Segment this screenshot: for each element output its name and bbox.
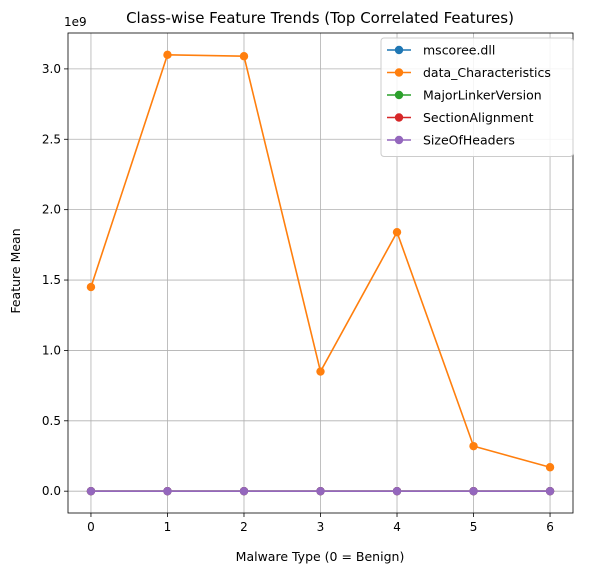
legend-label: MajorLinkerVersion (423, 88, 542, 103)
y-tick-label: 1.5 (42, 273, 61, 287)
x-tick-label: 4 (393, 520, 401, 534)
ticks: 0 1 2 3 4 5 6 0.0 0.5 1.0 1.5 2.0 2.5 3.0 (42, 62, 554, 534)
data-point (545, 463, 555, 472)
data-point (392, 486, 402, 496)
data-point (469, 441, 478, 451)
data-point (163, 486, 172, 496)
data-point (392, 227, 402, 237)
y-tick-label: 2.0 (42, 203, 61, 217)
x-tick-label: 2 (240, 520, 248, 534)
series-1 (86, 50, 555, 472)
legend-swatch-marker (394, 135, 404, 145)
data-point (86, 486, 96, 496)
data-point (316, 367, 325, 376)
legend-swatch-marker (394, 68, 404, 77)
legend-item: MajorLinkerVersion (387, 88, 542, 103)
legend-item: SizeOfHeaders (387, 133, 515, 148)
data-point (316, 486, 325, 496)
data-point (239, 486, 249, 496)
x-tick-label: 0 (87, 520, 95, 534)
y-tick-label: 0.5 (42, 414, 61, 428)
x-tick-label: 6 (546, 520, 554, 534)
legend-item: mscoree.dll (387, 43, 495, 58)
y-tick-label: 0.0 (42, 484, 61, 498)
series-4 (86, 486, 555, 496)
legend: mscoree.dll data_Characteristics MajorLink… (380, 37, 574, 157)
data-point (163, 50, 172, 60)
legend-box (380, 37, 574, 157)
data-point (86, 282, 96, 292)
legend-item: data_Characteristics (387, 65, 551, 80)
chart-title: Class-wise Feature Trends (Top Correlate… (126, 9, 514, 27)
data-point (469, 486, 478, 496)
legend-label: SizeOfHeaders (423, 133, 515, 148)
x-axis-label: Malware Type (0 = Benign) (236, 549, 405, 564)
x-tick-label: 3 (317, 520, 325, 534)
data-point (239, 52, 249, 61)
data-point (545, 486, 555, 496)
series-layer (86, 50, 555, 496)
legend-swatch-marker (394, 45, 404, 55)
legend-swatch-marker (394, 113, 404, 122)
y-tick-label: 1.0 (42, 343, 61, 357)
legend-item: SectionAlignment (387, 110, 534, 125)
x-tick-label: 1 (164, 520, 172, 534)
legend-label: SectionAlignment (423, 110, 534, 125)
y-tick-label: 2.5 (42, 132, 61, 146)
legend-swatch-marker (394, 90, 404, 100)
y-tick-label: 3.0 (42, 62, 61, 76)
y-axis-offset-label: 1e9 (64, 15, 87, 29)
legend-label: data_Characteristics (423, 65, 551, 80)
y-axis-label: Feature Mean (8, 228, 23, 313)
legend-label: mscoree.dll (423, 43, 495, 58)
x-tick-label: 5 (470, 520, 478, 534)
